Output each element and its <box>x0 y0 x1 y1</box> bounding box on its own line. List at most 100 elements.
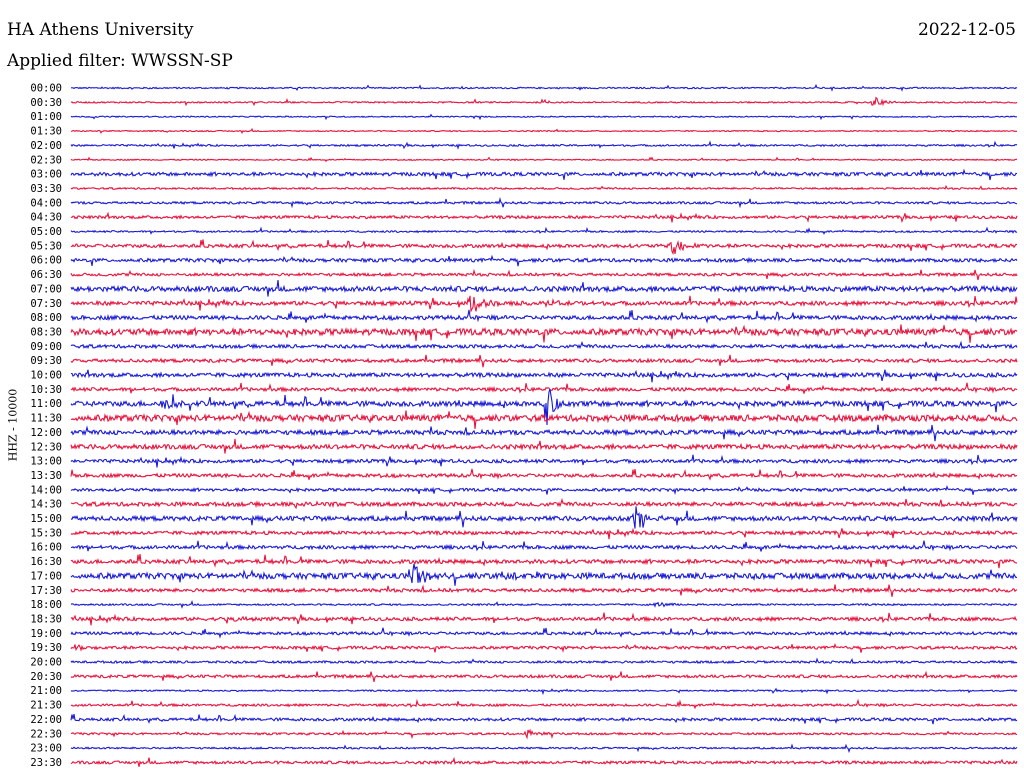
y-tick-label: 08:00 <box>30 312 62 324</box>
y-tick-label: 08:30 <box>30 326 62 338</box>
y-tick-label: 18:00 <box>30 599 62 611</box>
y-tick-label: 11:00 <box>30 398 62 410</box>
y-tick-label: 22:00 <box>30 714 62 726</box>
y-tick-label: 17:30 <box>30 585 62 597</box>
trace-line <box>70 698 1018 710</box>
y-tick-label: 23:30 <box>30 757 62 769</box>
y-tick-label: 13:00 <box>30 456 62 468</box>
y-tick-label: 05:00 <box>30 226 62 238</box>
y-tick-label: 09:00 <box>30 341 62 353</box>
trace-line <box>70 728 1018 740</box>
trace-line <box>70 410 1018 430</box>
y-tick-label: 10:00 <box>30 370 62 382</box>
y-tick-label: 23:00 <box>30 743 62 755</box>
y-tick-label: 15:30 <box>30 527 62 539</box>
y-tick-label: 00:00 <box>30 83 62 95</box>
trace-line <box>70 239 1018 256</box>
trace-line <box>70 563 1018 586</box>
trace-line <box>70 713 1018 725</box>
y-tick-label: 05:30 <box>30 240 62 252</box>
trace-line <box>70 96 1018 107</box>
trace-line <box>70 599 1018 609</box>
y-tick-label: 19:00 <box>30 628 62 640</box>
trace-line <box>70 369 1018 383</box>
trace-line <box>70 354 1018 368</box>
y-tick-label: 07:30 <box>30 298 62 310</box>
y-tick-label: 18:30 <box>30 613 62 625</box>
trace-line <box>70 424 1018 442</box>
trace-line <box>70 280 1018 297</box>
trace-line <box>70 156 1018 163</box>
trace-line <box>70 527 1018 540</box>
trace-line <box>70 540 1018 552</box>
y-tick-label: 14:00 <box>30 484 62 496</box>
y-tick-label: 21:30 <box>30 700 62 712</box>
trace-line <box>70 554 1018 569</box>
trace-line <box>70 584 1018 597</box>
y-tick-label: 20:00 <box>30 657 62 669</box>
trace-line <box>70 454 1018 468</box>
trace-line <box>70 184 1018 191</box>
y-tick-label: 12:30 <box>30 441 62 453</box>
y-tick-label: 20:30 <box>30 671 62 683</box>
date-label: 2022-12-05 <box>917 20 1016 40</box>
y-tick-label: 04:00 <box>30 197 62 209</box>
trace-line <box>70 196 1018 209</box>
trace-line <box>70 438 1018 454</box>
trace-line <box>70 687 1018 696</box>
y-tick-label: 07:00 <box>30 283 62 295</box>
trace-line <box>70 485 1018 496</box>
y-tick-label: 16:30 <box>30 556 62 568</box>
trace-line <box>70 295 1018 314</box>
trace-line <box>70 140 1018 150</box>
trace-line <box>70 388 1018 426</box>
trace-line <box>70 127 1018 134</box>
y-tick-label: 01:30 <box>30 126 62 138</box>
trace-line <box>71 497 1018 510</box>
y-tick-label: 00:30 <box>30 97 62 109</box>
y-tick-label: 06:30 <box>30 269 62 281</box>
y-tick-label: 02:30 <box>30 154 62 166</box>
y-tick-label: 06:00 <box>30 255 62 267</box>
trace-line <box>70 657 1018 665</box>
trace-line <box>70 226 1018 235</box>
y-tick-label: 02:00 <box>30 140 62 152</box>
filter-label: Applied filter: WWSSN-SP <box>7 51 233 71</box>
trace-line <box>70 382 1018 394</box>
trace-line <box>70 340 1018 350</box>
station-title: HA Athens University <box>7 20 194 40</box>
trace-line <box>70 83 1018 92</box>
y-tick-label: 11:30 <box>30 413 62 425</box>
trace-line <box>70 324 1018 343</box>
trace-line <box>70 468 1017 481</box>
y-tick-label: 19:30 <box>30 642 62 654</box>
trace-line <box>70 168 1018 181</box>
y-tick-label: 04:30 <box>30 212 62 224</box>
trace-line <box>70 642 1018 653</box>
y-tick-label: 13:30 <box>30 470 62 482</box>
y-tick-label: 03:30 <box>30 183 62 195</box>
y-tick-label: 16:00 <box>30 542 62 554</box>
y-tick-label: 03:00 <box>30 169 62 181</box>
trace-line <box>70 756 1018 767</box>
y-tick-label: 09:30 <box>30 355 62 367</box>
y-tick-label: 01:00 <box>30 111 62 123</box>
trace-line <box>70 743 1018 754</box>
y-tick-label: 10:30 <box>30 384 62 396</box>
trace-line <box>70 254 1018 267</box>
trace-line <box>70 113 1018 121</box>
trace-line <box>70 612 1018 626</box>
y-tick-label: 15:00 <box>30 513 62 525</box>
trace-line <box>70 670 1018 682</box>
y-tick-label: 12:00 <box>30 427 62 439</box>
trace-line <box>70 506 1018 529</box>
y-tick-label: 21:00 <box>30 685 62 697</box>
trace-line <box>70 627 1018 639</box>
trace-line <box>70 268 1018 281</box>
y-tick-label: 17:00 <box>30 570 62 582</box>
trace-line <box>70 211 1018 224</box>
y-tick-label: 22:30 <box>30 728 62 740</box>
trace-line <box>70 309 1018 324</box>
y-tick-label: 14:30 <box>30 499 62 511</box>
